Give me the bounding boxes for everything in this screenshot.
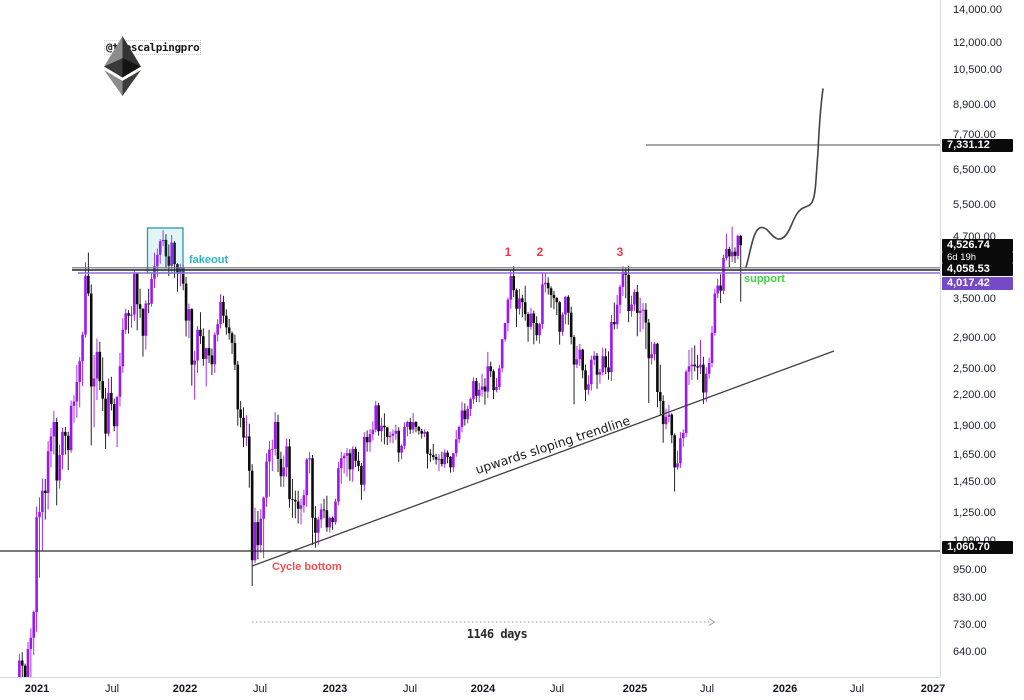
price-tick: 8,900.00 <box>953 98 996 111</box>
upward-trendline[interactable] <box>251 350 835 567</box>
peak-marker[interactable]: 1 <box>504 245 512 259</box>
time-label: 2023 <box>322 683 348 695</box>
price-tick: 7,700.00 <box>953 128 996 141</box>
price-badge: 7,331.12 <box>942 138 1013 152</box>
time-label: Jul <box>549 683 565 695</box>
price-tick: 12,000.00 <box>953 36 1002 49</box>
price-badge: 4,526.74 <box>942 238 1013 252</box>
price-tick: 6,500.00 <box>953 164 996 177</box>
time-label: 2024 <box>470 683 496 695</box>
time-label: 2027 <box>920 683 946 695</box>
price-tick: 5,500.00 <box>953 198 996 211</box>
time-axis[interactable]: 2021 Jul 2022 Jul 2023 Jul 2024 Jul 2025 Jul 2026 J… <box>0 677 945 700</box>
time-label: Jul <box>699 683 715 695</box>
ethereum-logo-icon <box>104 36 141 96</box>
price-tick: 2,900.00 <box>953 331 996 344</box>
time-label: Jul <box>104 683 120 695</box>
price-tick: 14,000.00 <box>953 4 1002 17</box>
price-tick: 950.00 <box>953 564 987 577</box>
time-label: Jul <box>402 683 418 695</box>
price-tick: 1,450.00 <box>953 476 996 489</box>
price-tick: 1,900.00 <box>953 419 996 432</box>
price-tick: 2,500.00 <box>953 362 996 375</box>
time-label: Jul <box>252 683 268 695</box>
support-label[interactable]: support <box>744 273 785 285</box>
price-tick: 3,500.00 <box>953 292 996 305</box>
chart-plot-area[interactable]: @thescalpingpro fakeout support Cycle bo… <box>0 0 940 677</box>
duration-label[interactable]: 1146 days <box>466 627 528 641</box>
price-tick: 640.00 <box>953 646 987 659</box>
candle-countdown-badge: 6d 19h <box>942 251 1013 263</box>
drawings-layer <box>0 88 940 626</box>
time-label: 2021 <box>24 683 50 695</box>
time-label: Jul <box>849 683 865 695</box>
time-label: 2026 <box>772 683 798 695</box>
watermark: @thescalpingpro <box>104 36 202 96</box>
price-tick: 1,650.00 <box>953 449 996 462</box>
time-label: 2022 <box>172 683 198 695</box>
price-tick: 830.00 <box>953 592 987 605</box>
price-projection-curve[interactable] <box>745 88 824 268</box>
price-axis[interactable]: 14,000.00 12,000.00 10,500.00 8,900.00 7,700… <box>940 0 1024 677</box>
price-tick: 10,500.00 <box>953 64 1002 77</box>
price-badge: 4,017.42 <box>942 276 1013 290</box>
price-badge: 1,060.70 <box>942 540 1013 554</box>
fakeout-label[interactable]: fakeout <box>189 254 229 266</box>
cycle-bottom-label[interactable]: Cycle bottom <box>272 561 342 573</box>
fakeout-box[interactable] <box>146 227 184 274</box>
duration-arrowhead <box>708 618 716 626</box>
price-tick: 2,200.00 <box>953 389 996 402</box>
up-candles <box>18 226 740 677</box>
peak-marker[interactable]: 2 <box>536 245 544 259</box>
candlestick-canvas[interactable] <box>0 0 940 677</box>
price-tick: 730.00 <box>953 618 987 631</box>
time-label: 2025 <box>622 683 648 695</box>
price-tick: 1,250.00 <box>953 506 996 519</box>
peak-marker[interactable]: 3 <box>616 245 624 259</box>
price-badge: 4,058.53 <box>942 262 1013 276</box>
